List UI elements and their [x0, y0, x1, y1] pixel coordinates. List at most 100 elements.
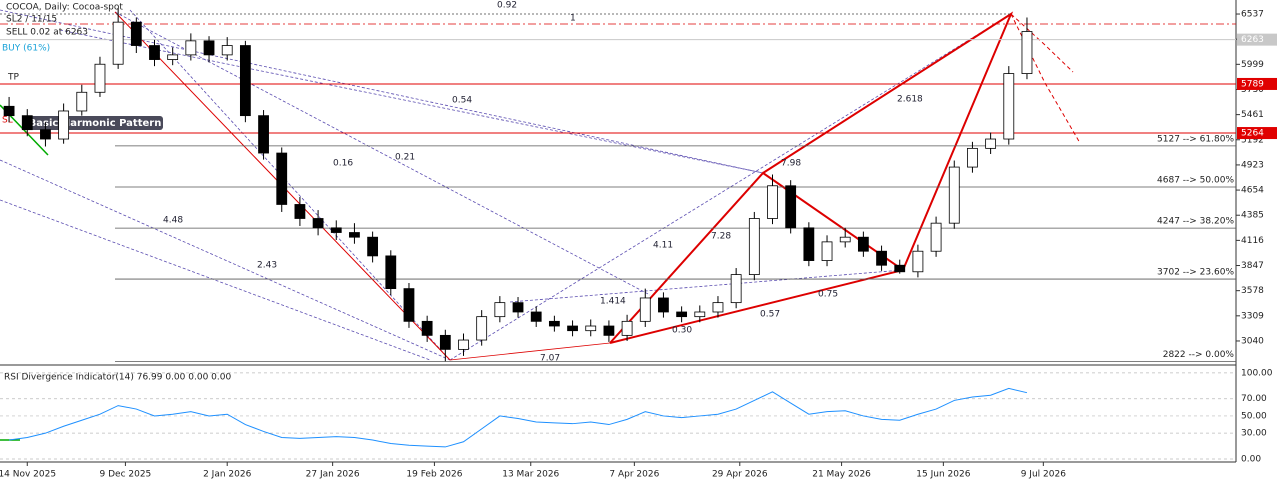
candle-body: [730, 274, 742, 304]
candle-body: [857, 236, 869, 252]
pattern-ratio: 2.43: [257, 261, 277, 271]
candle-body: [967, 147, 978, 168]
y-tick-label: 3847: [1241, 261, 1264, 271]
candle-body: [185, 40, 197, 56]
y-tick-label: 3578: [1241, 286, 1264, 296]
candle-body: [221, 45, 233, 56]
candle-body: [349, 232, 360, 238]
candle-body: [785, 185, 797, 229]
candle-body: [203, 40, 215, 56]
pattern-tag: BUY (61%): [2, 44, 50, 54]
y-tick-label: 4116: [1241, 236, 1264, 246]
candle-body: [239, 45, 251, 117]
fib-label: 4687 --> 50.00%: [1157, 175, 1234, 185]
candle-body: [839, 236, 851, 243]
pattern-line: [0, 199, 431, 361]
pattern-ratio: 1.414: [600, 297, 626, 307]
candle-body: [94, 63, 106, 93]
candle-body: [948, 166, 960, 224]
pattern-tag: TP: [7, 73, 19, 83]
chart-title: COCOA, Daily: Cocoa-spot: [6, 3, 123, 13]
rsi-title: RSI Divergence Indicator(14) 76.99 0.00 …: [4, 373, 231, 383]
candle-body: [112, 21, 124, 65]
candle-body: [548, 320, 560, 327]
x-tick-label: 21 May 2026: [812, 470, 871, 480]
pattern-line: [129, 9, 451, 361]
candle-body: [639, 297, 651, 322]
y-tick-label: 5730: [1241, 85, 1264, 95]
pattern-ratio: 0.54: [452, 96, 472, 106]
pattern-title: Basic Harmonic Pattern: [29, 118, 162, 129]
candle-body: [476, 316, 488, 341]
candle-body: [330, 227, 342, 233]
rsi-tick-label: 100.00: [1241, 368, 1273, 378]
candle-body: [367, 236, 379, 257]
info-line: SL2 / 11/15: [6, 15, 57, 25]
pattern-ratio: 0.30: [672, 326, 692, 336]
pattern-ratio: 0.92: [497, 1, 517, 11]
y-tick-label: 3309: [1241, 311, 1264, 321]
pattern-line: [59, 29, 764, 174]
y-tick-label: 5192: [1241, 135, 1264, 145]
pattern-line: [509, 269, 904, 303]
candle-body: [530, 311, 542, 322]
candle-body: [439, 334, 451, 350]
candle-body: [512, 302, 524, 313]
pattern-ratio: 4.11: [653, 241, 673, 251]
candle-body: [1003, 73, 1015, 140]
candle-body: [821, 241, 833, 261]
rsi-tick-label: 0.00: [1241, 454, 1261, 464]
candle-body: [767, 185, 778, 219]
x-tick-label: 9 Jul 2026: [1021, 470, 1066, 480]
candle-body: [258, 115, 269, 154]
pattern-ratio: 0.16: [333, 159, 353, 169]
price-tag-label: 5789: [1241, 79, 1264, 89]
y-tick-label: 5999: [1241, 60, 1264, 70]
candle-body: [694, 311, 706, 318]
x-tick-label: 13 Mar 2026: [502, 470, 559, 480]
y-tick-label: 6537: [1241, 10, 1264, 20]
pattern-line: [0, 159, 451, 361]
candle-body: [567, 325, 578, 332]
candle-body: [276, 152, 288, 205]
pattern-ratio: 1: [570, 14, 576, 24]
pattern-ratio: 2.618: [897, 95, 923, 105]
candle-body: [876, 250, 887, 266]
candle-body: [712, 302, 724, 313]
price-tag: [1237, 127, 1277, 140]
candle-body: [621, 320, 633, 336]
price-tag-label: 6263: [1241, 35, 1264, 45]
rsi-tick-label: 30.00: [1241, 429, 1267, 439]
fib-label: 3702 --> 23.60%: [1157, 268, 1234, 278]
candle-body: [149, 45, 160, 60]
x-tick-label: 7 Apr 2026: [609, 470, 659, 480]
ab-leg: [449, 342, 611, 361]
candle-body: [76, 91, 88, 112]
candle-body: [985, 138, 997, 149]
pattern-ratio: 0.57: [760, 310, 780, 320]
candle-body: [421, 320, 433, 336]
pattern-ratio: 4.48: [163, 216, 183, 226]
x-tick-label: 9 Dec 2025: [100, 470, 152, 480]
x-tick-label: 2 Jan 2026: [203, 470, 251, 480]
candle-body: [458, 339, 469, 350]
candle-body: [21, 115, 33, 131]
y-tick-label: 5461: [1241, 110, 1264, 120]
candle-body: [658, 297, 669, 313]
y-tick-label: 3040: [1241, 336, 1264, 346]
info-line: SELL 0.02 at 6263: [6, 28, 88, 38]
pattern-ratio: 7.98: [781, 159, 801, 169]
y-tick-label: 4654: [1241, 186, 1264, 196]
fib-label: 4247 --> 38.20%: [1157, 217, 1234, 227]
x-tick-label: 19 Feb 2026: [406, 470, 462, 480]
candle-body: [167, 54, 179, 60]
price-tag: [1237, 77, 1277, 90]
candle-body: [603, 325, 615, 336]
x-tick-label: 14 Nov 2025: [0, 470, 56, 480]
rsi-line: [9, 387, 1028, 448]
candle-body: [494, 302, 506, 318]
candle-body: [1021, 31, 1033, 74]
candle-body: [585, 325, 597, 332]
candle-body: [912, 250, 924, 273]
